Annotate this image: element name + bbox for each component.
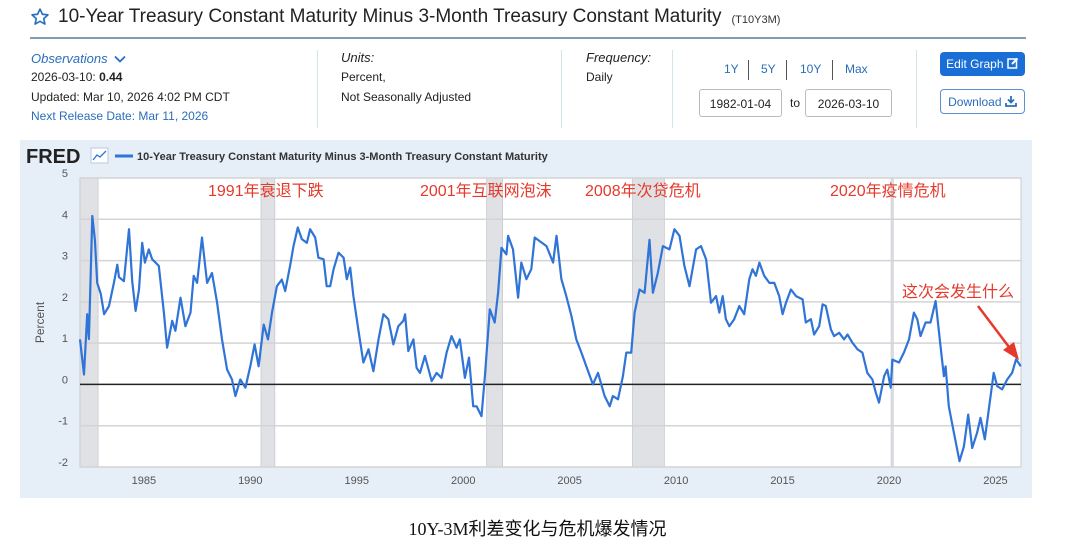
range-10y-button[interactable]: 10Y bbox=[800, 62, 822, 76]
annotation-question: 这次会发生什么 bbox=[902, 284, 1015, 301]
star-icon[interactable] bbox=[30, 7, 50, 27]
next-release-link[interactable]: Next Release Date: Mar 11, 2026 bbox=[31, 109, 209, 123]
range-separator bbox=[832, 60, 833, 80]
x-tick-label: 2015 bbox=[770, 475, 794, 487]
y-tick-label: 0 bbox=[62, 374, 68, 386]
observation-date: 2026-03-10: bbox=[31, 70, 96, 84]
series-line bbox=[78, 214, 1022, 463]
recession-shade bbox=[632, 177, 665, 468]
y-tick-label: 4 bbox=[62, 209, 68, 221]
y-tick-label: 1 bbox=[62, 333, 68, 345]
range-max-button[interactable]: Max bbox=[845, 62, 868, 76]
latest-observation: 2026-03-10: 0.44 bbox=[31, 68, 122, 88]
edit-graph-label: Edit Graph bbox=[946, 57, 1004, 71]
annotation-2020: 2020年疫情危机 bbox=[830, 183, 946, 200]
y-tick-label: 5 bbox=[62, 168, 68, 180]
x-tick-label: 2020 bbox=[877, 475, 901, 487]
fred-logo: FRED bbox=[26, 146, 80, 168]
series-id: (T10Y3M) bbox=[731, 13, 781, 26]
x-tick-label: 2000 bbox=[451, 475, 475, 487]
y-tick-label: 3 bbox=[62, 251, 68, 263]
series-title-bar: 10-Year Treasury Constant Maturity Minus… bbox=[30, 6, 780, 28]
column-divider bbox=[916, 50, 917, 128]
edit-icon bbox=[1007, 57, 1019, 69]
series-title: 10-Year Treasury Constant Maturity Minus… bbox=[58, 6, 722, 27]
download-label: Download bbox=[948, 95, 1002, 109]
updated-text: Updated: Mar 10, 2026 4:02 PM CDT bbox=[31, 90, 230, 104]
range-separator bbox=[748, 60, 749, 80]
edit-graph-button[interactable]: Edit Graph bbox=[940, 52, 1025, 76]
plot-area bbox=[79, 177, 1022, 468]
observations-toggle[interactable]: Observations bbox=[31, 49, 126, 69]
x-tick-label: 2010 bbox=[664, 475, 688, 487]
chevron-down-icon bbox=[114, 55, 126, 63]
frequency-value: Daily bbox=[586, 70, 613, 84]
end-date-input[interactable]: 2026-03-10 bbox=[805, 89, 892, 117]
figure-caption: 10Y-3M利差变化与危机爆发情况 bbox=[408, 519, 667, 539]
line-chart: FRED 10-Year Treasury Constant Maturity M… bbox=[26, 146, 1022, 487]
annotation-2008: 2008年次贷危机 bbox=[585, 183, 701, 200]
recession-shade bbox=[890, 177, 894, 468]
annotation-2001: 2001年互联网泡沫 bbox=[420, 183, 552, 200]
x-tick-label: 2005 bbox=[557, 475, 581, 487]
column-divider bbox=[672, 50, 673, 128]
observations-label: Observations bbox=[31, 51, 108, 66]
legend-label: 10-Year Treasury Constant Maturity Minus… bbox=[137, 151, 549, 163]
to-label: to bbox=[790, 96, 801, 110]
fred-chart-icon-box bbox=[90, 147, 109, 164]
column-divider bbox=[561, 50, 562, 128]
units-label: Units: bbox=[341, 50, 375, 65]
download-icon bbox=[1004, 96, 1017, 107]
column-divider bbox=[317, 50, 318, 128]
fred-chart-icon-line bbox=[92, 150, 107, 161]
y-axis-label: Percent bbox=[33, 301, 47, 343]
annotation-arrow bbox=[977, 305, 1013, 352]
download-button[interactable]: Download bbox=[940, 89, 1025, 114]
recession-shade bbox=[260, 177, 276, 468]
x-tick-label: 2025 bbox=[983, 475, 1007, 487]
range-5y-button[interactable]: 5Y bbox=[761, 62, 776, 76]
observation-value: 0.44 bbox=[99, 70, 123, 84]
x-tick-label: 1990 bbox=[238, 475, 262, 487]
y-tick-label: -2 bbox=[58, 457, 68, 469]
y-tick-label: -1 bbox=[58, 416, 68, 428]
units-line-2: Not Seasonally Adjusted bbox=[341, 90, 472, 104]
units-line-1: Percent, bbox=[341, 70, 386, 84]
start-date-input[interactable]: 1982-01-04 bbox=[699, 89, 782, 117]
x-tick-label: 1995 bbox=[345, 475, 369, 487]
title-divider bbox=[30, 37, 1026, 39]
x-tick-label: 1985 bbox=[132, 475, 156, 487]
chart-panel: FRED 10-Year Treasury Constant Maturity M… bbox=[20, 140, 1032, 498]
y-tick-label: 2 bbox=[62, 292, 68, 304]
annotation-1991: 1991年衰退下跌 bbox=[208, 183, 324, 200]
range-1y-button[interactable]: 1Y bbox=[724, 62, 739, 76]
frequency-label: Frequency: bbox=[586, 50, 652, 65]
arrow-head-icon bbox=[1003, 342, 1019, 360]
range-separator bbox=[786, 60, 787, 80]
